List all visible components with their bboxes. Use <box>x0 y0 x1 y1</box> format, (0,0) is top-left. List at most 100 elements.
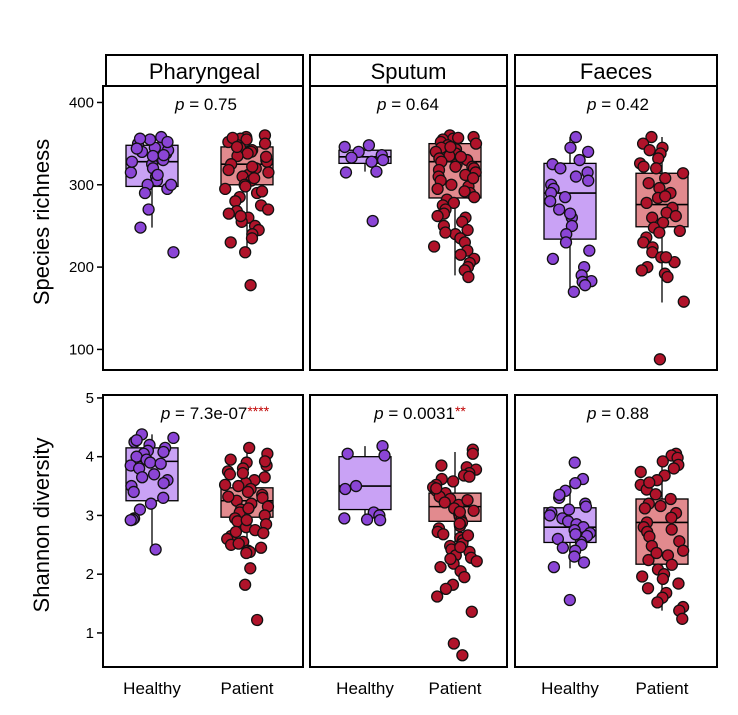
data-point <box>232 537 245 550</box>
data-point <box>157 491 170 504</box>
data-point <box>154 457 167 470</box>
data-point <box>241 485 255 499</box>
strip-title-sputum: Sputum <box>371 59 447 84</box>
box-shannon-faeces-patient <box>634 447 690 625</box>
data-point <box>435 459 448 472</box>
panel-frame-r1-c0 <box>102 394 304 668</box>
data-point <box>563 207 577 220</box>
data-point <box>673 224 686 238</box>
data-point <box>564 141 577 154</box>
box-shannon-pharyngeal-patient <box>218 441 275 627</box>
data-point <box>349 479 363 493</box>
pvalue-r0-c1: p = 0.64 <box>376 95 439 114</box>
panel-frame-r0-c2 <box>514 85 718 371</box>
data-point <box>167 246 180 259</box>
data-point <box>222 207 235 220</box>
data-point <box>258 455 272 468</box>
data-point <box>449 160 462 173</box>
data-point <box>456 649 469 662</box>
data-point <box>134 221 147 234</box>
box-shannon-sputum-healthy <box>338 439 392 527</box>
data-point <box>672 577 685 590</box>
data-point <box>656 455 669 468</box>
x-label-healthy-sputum: Healthy <box>336 679 394 698</box>
data-point <box>669 209 682 223</box>
data-point <box>127 485 140 499</box>
data-point <box>258 137 272 150</box>
data-point <box>582 174 595 187</box>
data-point <box>446 475 460 488</box>
box-richness-pharyngeal-healthy <box>124 130 180 259</box>
box-richness-pharyngeal-patient <box>219 129 275 292</box>
y-tick-label-1-5: 5 <box>86 390 94 407</box>
data-point <box>643 476 656 489</box>
data-point <box>261 203 275 216</box>
data-point <box>544 195 557 208</box>
data-point <box>124 513 137 527</box>
data-point <box>652 152 665 165</box>
box-richness-sputum-patient <box>427 129 483 284</box>
data-point <box>547 560 561 574</box>
data-point <box>461 529 475 542</box>
data-point <box>224 453 237 466</box>
panel-frame-r1-c1 <box>309 394 508 668</box>
data-point <box>554 162 567 175</box>
data-point <box>656 572 670 586</box>
panel-frame-r0-c0 <box>102 85 304 371</box>
data-point <box>133 503 147 516</box>
data-point <box>458 185 471 198</box>
data-point <box>229 525 243 539</box>
data-point <box>232 479 245 493</box>
data-point <box>635 264 648 277</box>
data-point <box>665 558 678 571</box>
data-point <box>546 252 560 266</box>
data-point <box>244 279 257 292</box>
strip-title-faeces: Faeces <box>580 59 652 84</box>
data-point <box>239 246 252 259</box>
pvalue-r1-c0: p = 7.3e-07**** <box>160 403 270 423</box>
data-point <box>454 248 467 261</box>
data-point <box>643 144 656 157</box>
data-point <box>579 500 593 513</box>
data-point <box>238 578 252 591</box>
data-point <box>467 504 480 517</box>
data-point <box>463 470 476 483</box>
data-point <box>653 226 666 239</box>
data-point <box>362 139 376 152</box>
data-point <box>144 456 157 469</box>
data-point <box>465 605 478 618</box>
x-label-patient-pharyngeal: Patient <box>221 679 274 698</box>
data-point <box>431 209 444 223</box>
data-point <box>661 270 674 284</box>
data-point <box>469 137 483 150</box>
data-point <box>431 182 444 196</box>
data-point <box>142 203 155 216</box>
data-point <box>567 285 581 298</box>
significance-stars-r1-c1: ** <box>455 403 466 419</box>
data-point <box>453 505 467 519</box>
data-point <box>641 582 655 595</box>
data-point <box>218 478 232 492</box>
data-point <box>667 462 681 475</box>
box-richness-faeces-healthy <box>543 130 598 298</box>
data-point <box>444 140 457 154</box>
strip-faeces: Faeces <box>514 54 718 87</box>
data-point <box>245 232 259 245</box>
data-point <box>461 223 474 237</box>
pvalue-r0-c2: p = 0.42 <box>586 95 649 114</box>
data-point <box>376 153 390 167</box>
strip-sputum: Sputum <box>309 54 508 87</box>
data-point <box>651 596 664 609</box>
y-tick-label-0-200: 200 <box>69 259 94 276</box>
data-point <box>462 270 475 284</box>
data-point <box>244 562 257 575</box>
data-point <box>124 166 138 179</box>
data-point <box>569 130 582 144</box>
data-point <box>659 190 672 203</box>
data-point <box>230 140 244 154</box>
data-point <box>157 476 170 490</box>
data-point <box>659 172 672 185</box>
data-point <box>241 147 254 160</box>
panel-frame-r1-c2 <box>514 394 718 668</box>
